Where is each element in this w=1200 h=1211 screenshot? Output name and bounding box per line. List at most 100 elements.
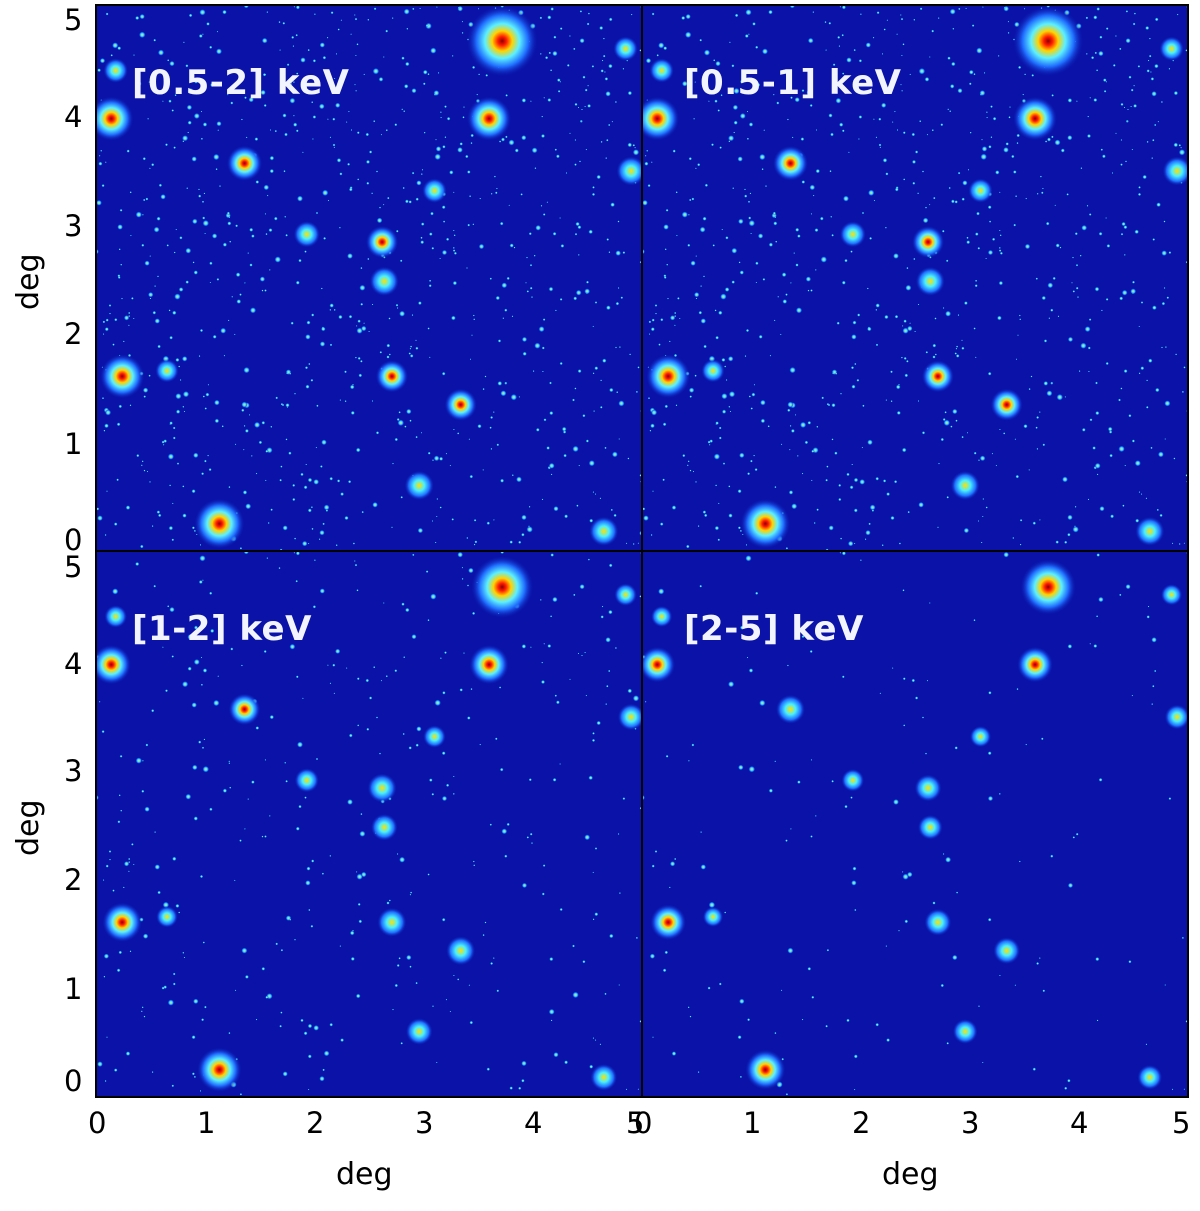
faint-source [442,144,446,149]
faint-source [466,716,471,720]
faint-source [1101,154,1107,159]
faint-source [878,117,882,121]
faint-source [599,1043,602,1046]
faint-source [409,353,414,358]
faint-source [245,503,252,510]
faint-source [378,752,382,755]
faint-source [989,105,994,109]
faint-source [830,215,833,218]
faint-source [547,97,552,103]
faint-source [1042,187,1044,190]
faint-source [1092,446,1097,450]
faint-source [774,216,777,219]
faint-source [646,149,649,152]
faint-source [789,366,796,374]
faint-source [333,308,336,312]
faint-source [727,355,734,362]
faint-source [618,984,621,986]
faint-source [940,123,944,127]
faint-source [542,318,546,322]
faint-source [409,893,412,896]
faint-source [434,153,442,161]
faint-source [431,1005,435,1008]
faint-source [681,80,688,87]
faint-source [300,57,306,63]
faint-source [504,854,508,858]
faint-source [175,392,182,400]
faint-source [209,281,212,284]
faint-source [302,151,304,154]
faint-source [1040,191,1044,195]
faint-source [511,474,514,477]
faint-source [279,478,283,482]
faint-source [392,462,394,465]
faint-source [456,978,460,981]
faint-source [574,139,577,141]
faint-source [902,131,906,135]
faint-source [717,502,720,505]
faint-source [193,1075,197,1079]
faint-source [850,796,853,799]
faint-source [319,341,326,347]
faint-source [579,583,585,590]
faint-source [1154,17,1159,22]
faint-source [703,513,708,518]
faint-source [932,343,937,348]
faint-source [445,452,448,455]
faint-source [1035,961,1040,966]
faint-source [605,636,611,643]
faint-source [323,1050,330,1057]
faint-source [767,425,770,428]
faint-source [615,346,617,349]
faint-source [409,965,412,969]
x-tick-label: 3 [415,1106,434,1140]
faint-source [569,132,571,135]
faint-source [782,298,788,305]
faint-source [739,1075,743,1079]
faint-source [235,224,239,228]
faint-source [142,387,149,394]
faint-source [459,688,464,692]
faint-source [651,318,655,322]
faint-source [156,216,161,221]
faint-source [182,140,185,143]
faint-source [605,157,608,160]
faint-source [452,775,455,778]
faint-source [146,470,149,473]
faint-source [600,69,605,73]
faint-source [652,1036,654,1039]
faint-source [713,59,716,62]
faint-source [812,194,815,197]
faint-source [831,438,834,441]
faint-source [1130,88,1134,92]
faint-source [911,678,916,683]
faint-source [339,399,342,401]
faint-source [896,33,898,36]
faint-source [990,136,993,139]
faint-source [739,625,745,630]
faint-source [577,368,582,374]
faint-source [228,762,231,765]
faint-source [471,334,473,337]
faint-source [790,428,796,434]
faint-source [469,358,472,361]
faint-source [663,275,667,280]
faint-source [208,467,212,472]
faint-source [604,76,609,81]
faint-source [610,202,616,208]
faint-source [566,63,570,67]
faint-source [615,250,622,257]
faint-source [1148,37,1151,40]
faint-source [879,692,882,695]
faint-source [295,72,299,75]
faint-source [622,67,625,70]
faint-source [921,716,925,719]
faint-source [902,589,905,592]
faint-source [430,593,437,600]
faint-source [987,249,994,256]
faint-source [865,42,872,48]
faint-source [600,615,605,619]
faint-source [1019,543,1022,546]
faint-source [451,517,455,521]
faint-source [102,320,106,324]
